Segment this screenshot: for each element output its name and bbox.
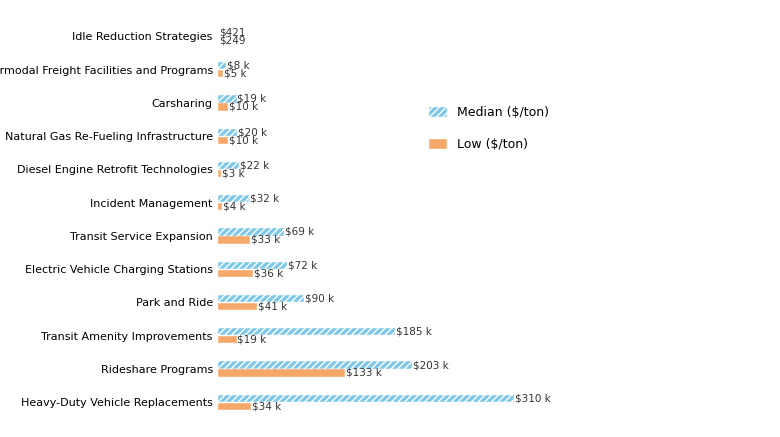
Bar	[218, 70, 223, 77]
Text: $4 k: $4 k	[223, 202, 246, 212]
Text: $10 k: $10 k	[229, 135, 258, 145]
Text: $90 k: $90 k	[305, 294, 335, 303]
Bar	[218, 369, 346, 377]
Bar	[218, 395, 514, 402]
Bar	[218, 236, 250, 243]
Text: $249: $249	[219, 35, 246, 45]
Bar	[218, 62, 226, 69]
Bar	[218, 195, 249, 202]
Bar	[218, 103, 228, 111]
Bar	[218, 136, 228, 144]
Bar	[218, 170, 222, 177]
Bar	[218, 95, 236, 103]
Bar	[218, 361, 412, 369]
Bar	[218, 228, 284, 236]
Bar	[218, 262, 287, 269]
Bar	[218, 328, 395, 336]
Text: $72 k: $72 k	[288, 260, 317, 270]
Text: $33 k: $33 k	[251, 235, 280, 245]
Text: $41 k: $41 k	[258, 302, 288, 312]
Text: $36 k: $36 k	[254, 268, 283, 278]
Text: $203 k: $203 k	[413, 360, 448, 370]
Legend: Median ($/ton), Low ($/ton): Median ($/ton), Low ($/ton)	[422, 100, 555, 157]
Text: $185 k: $185 k	[395, 327, 431, 337]
Text: $34 k: $34 k	[252, 401, 281, 411]
Text: $69 k: $69 k	[285, 227, 314, 237]
Text: $421: $421	[219, 28, 246, 38]
Text: $20 k: $20 k	[239, 127, 268, 137]
Text: $310 k: $310 k	[515, 393, 551, 403]
Text: $32 k: $32 k	[250, 194, 279, 204]
Text: $19 k: $19 k	[237, 335, 267, 345]
Bar	[218, 203, 222, 210]
Text: $133 k: $133 k	[346, 368, 382, 378]
Text: $5 k: $5 k	[224, 69, 246, 79]
Text: $8 k: $8 k	[227, 61, 250, 71]
Text: $3 k: $3 k	[222, 168, 245, 178]
Bar	[218, 303, 257, 310]
Bar	[218, 402, 251, 410]
Text: $10 k: $10 k	[229, 102, 258, 112]
Bar	[218, 128, 237, 136]
Bar	[218, 295, 304, 302]
Text: $19 k: $19 k	[237, 94, 267, 104]
Bar	[218, 162, 239, 169]
Bar	[218, 270, 253, 277]
Text: $22 k: $22 k	[240, 160, 270, 170]
Bar	[218, 336, 236, 343]
